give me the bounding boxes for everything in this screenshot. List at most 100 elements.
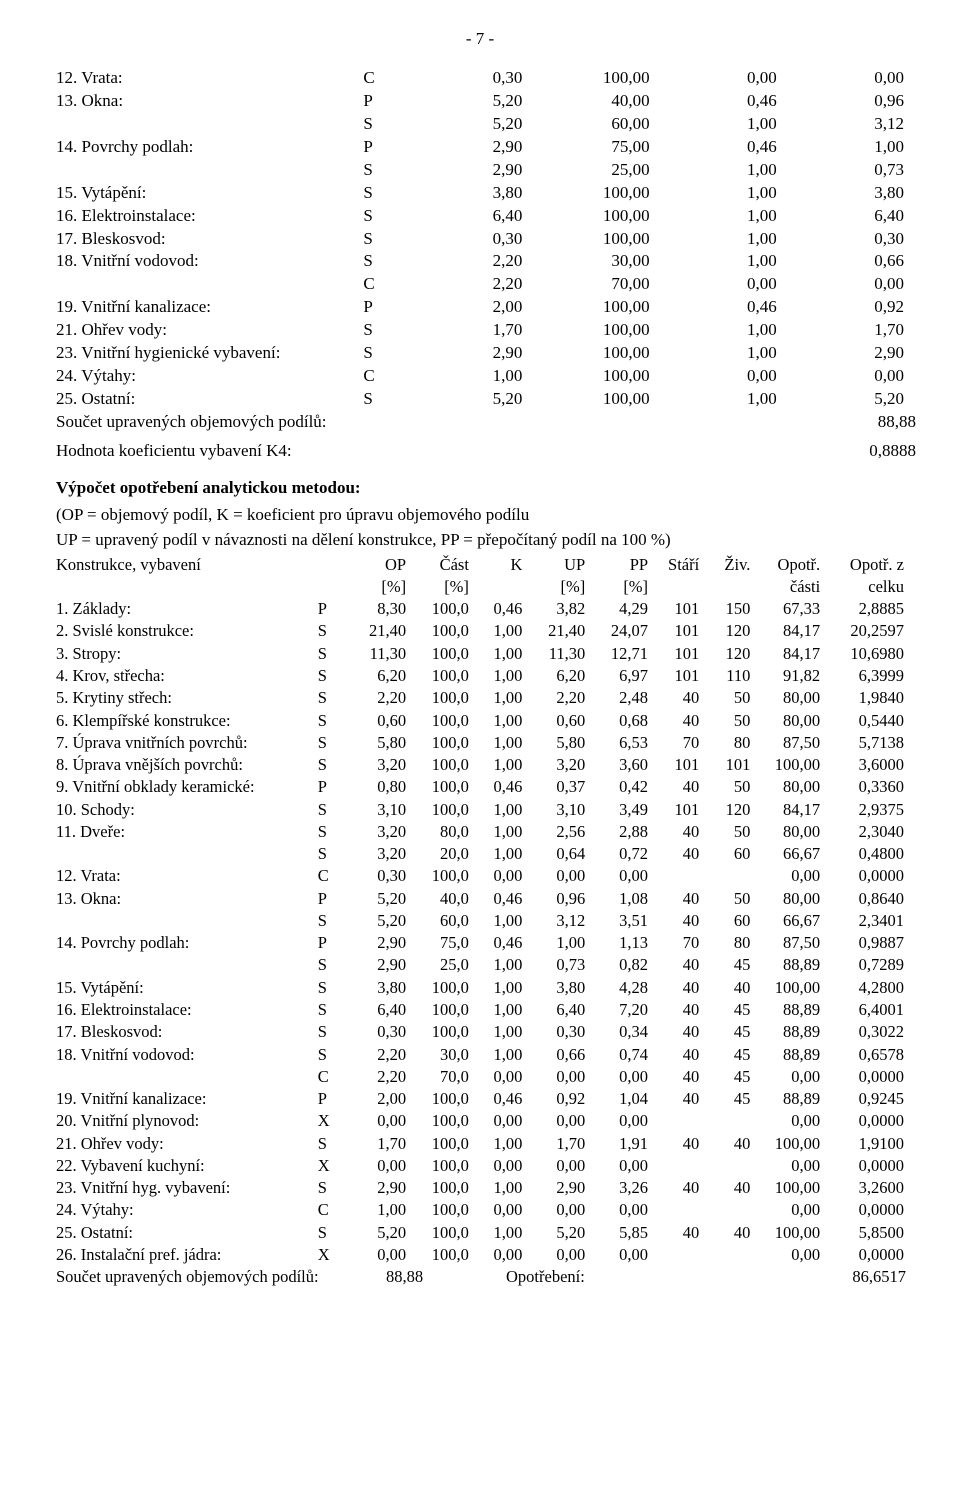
row-up: 1,70 <box>522 1133 585 1155</box>
row-stari <box>648 865 699 887</box>
row-label: 13. Okna: <box>56 90 363 113</box>
row-opotrz: 10,6980 <box>820 643 904 665</box>
row-v2: 100,00 <box>522 182 649 205</box>
row-op: 3,20 <box>343 754 406 776</box>
row-opotrz: 3,6000 <box>820 754 904 776</box>
row-v1: 5,20 <box>395 90 522 113</box>
row-k: 0,00 <box>469 865 523 887</box>
table-row: 11. Dveře:S3,2080,01,002,562,88405080,00… <box>56 821 904 843</box>
row-code: P <box>318 598 344 620</box>
table-row: 17. Bleskosvod:S0,30100,001,000,30 <box>56 228 904 251</box>
row-k: 0,00 <box>469 1066 523 1088</box>
row-cast: 100,0 <box>406 1177 469 1199</box>
row-pp: 3,49 <box>585 799 648 821</box>
row-stari: 40 <box>648 1177 699 1199</box>
row-code: S <box>318 1021 344 1043</box>
row-ziv: 50 <box>699 821 750 843</box>
row-code: S <box>363 113 395 136</box>
hdr-opotrc: Opotř. <box>750 554 820 576</box>
row-label: 26. Instalační pref. jádra: <box>56 1244 318 1266</box>
table-row: 8. Úprava vnějších povrchů:S3,20100,01,0… <box>56 754 904 776</box>
row-k: 0,46 <box>469 598 523 620</box>
row-v4: 6,40 <box>777 205 904 228</box>
table-row: 19. Vnitřní kanalizace:P2,00100,000,460,… <box>56 296 904 319</box>
row-v3: 1,00 <box>650 388 777 411</box>
row-opotrc: 66,67 <box>750 910 820 932</box>
row-k: 1,00 <box>469 1021 523 1043</box>
row-up: 3,12 <box>522 910 585 932</box>
row-opotrc: 0,00 <box>750 1066 820 1088</box>
row-label: 12. Vrata: <box>56 865 318 887</box>
footer-sum-row: Součet upravených objemových podílů: 88,… <box>56 1266 906 1288</box>
row-opotrz: 0,0000 <box>820 1066 904 1088</box>
row-label: 19. Vnitřní kanalizace: <box>56 296 363 319</box>
row-v3: 0,46 <box>650 90 777 113</box>
row-opotrc: 100,00 <box>750 1177 820 1199</box>
row-ziv: 45 <box>699 954 750 976</box>
hdr-up: UP <box>522 554 585 576</box>
row-v3: 1,00 <box>650 205 777 228</box>
hdr2-10: celku <box>820 576 904 598</box>
row-up: 0,37 <box>522 776 585 798</box>
row-opotrz: 0,0000 <box>820 1244 904 1266</box>
row-stari: 40 <box>648 843 699 865</box>
row-ziv: 45 <box>699 1088 750 1110</box>
row-up: 0,00 <box>522 1244 585 1266</box>
row-ziv: 50 <box>699 888 750 910</box>
row-code: S <box>363 159 395 182</box>
row-code: S <box>318 754 344 776</box>
row-label <box>56 273 363 296</box>
row-stari: 101 <box>648 799 699 821</box>
row-cast: 100,0 <box>406 999 469 1021</box>
row-ziv: 120 <box>699 799 750 821</box>
row-k: 0,00 <box>469 1110 523 1132</box>
row-v4: 3,80 <box>777 182 904 205</box>
row-opotrz: 0,0000 <box>820 1155 904 1177</box>
row-up: 5,20 <box>522 1222 585 1244</box>
row-k: 0,46 <box>469 776 523 798</box>
row-ziv: 45 <box>699 1044 750 1066</box>
row-up: 0,00 <box>522 1066 585 1088</box>
hdr2-5: [%] <box>522 576 585 598</box>
row-v1: 6,40 <box>395 205 522 228</box>
row-stari: 101 <box>648 754 699 776</box>
row-v4: 0,73 <box>777 159 904 182</box>
row-opotrz: 0,4800 <box>820 843 904 865</box>
row-v2: 100,00 <box>522 319 649 342</box>
row-cast: 100,0 <box>406 643 469 665</box>
row-opotrc: 0,00 <box>750 865 820 887</box>
row-label: 17. Bleskosvod: <box>56 228 363 251</box>
row-pp: 24,07 <box>585 620 648 642</box>
row-v2: 70,00 <box>522 273 649 296</box>
row-k: 1,00 <box>469 732 523 754</box>
row-ziv: 40 <box>699 977 750 999</box>
hdr2-3: [%] <box>406 576 469 598</box>
row-cast: 100,0 <box>406 665 469 687</box>
row-stari: 40 <box>648 821 699 843</box>
table-row: 13. Okna:P5,2040,00,460,961,08405080,000… <box>56 888 904 910</box>
row-cast: 70,0 <box>406 1066 469 1088</box>
row-v1: 5,20 <box>395 113 522 136</box>
row-cast: 100,0 <box>406 977 469 999</box>
row-v3: 1,00 <box>650 159 777 182</box>
sum1-label: Součet upravených objemových podílů: <box>56 411 766 434</box>
row-stari: 40 <box>648 1066 699 1088</box>
row-cast: 75,0 <box>406 932 469 954</box>
row-label: 11. Dveře: <box>56 821 318 843</box>
row-cast: 100,0 <box>406 1199 469 1221</box>
hdr-op: OP <box>343 554 406 576</box>
row-cast: 80,0 <box>406 821 469 843</box>
row-up: 0,96 <box>522 888 585 910</box>
row-code: S <box>363 205 395 228</box>
row-code: S <box>318 643 344 665</box>
row-label: 24. Výtahy: <box>56 1199 318 1221</box>
row-pp: 0,42 <box>585 776 648 798</box>
row-opotrc: 80,00 <box>750 776 820 798</box>
row-stari: 101 <box>648 598 699 620</box>
hdr2-9: části <box>750 576 820 598</box>
row-opotrc: 67,33 <box>750 598 820 620</box>
row-opotrc: 100,00 <box>750 1222 820 1244</box>
row-label: 13. Okna: <box>56 888 318 910</box>
row-v1: 2,20 <box>395 273 522 296</box>
row-ziv: 40 <box>699 1177 750 1199</box>
